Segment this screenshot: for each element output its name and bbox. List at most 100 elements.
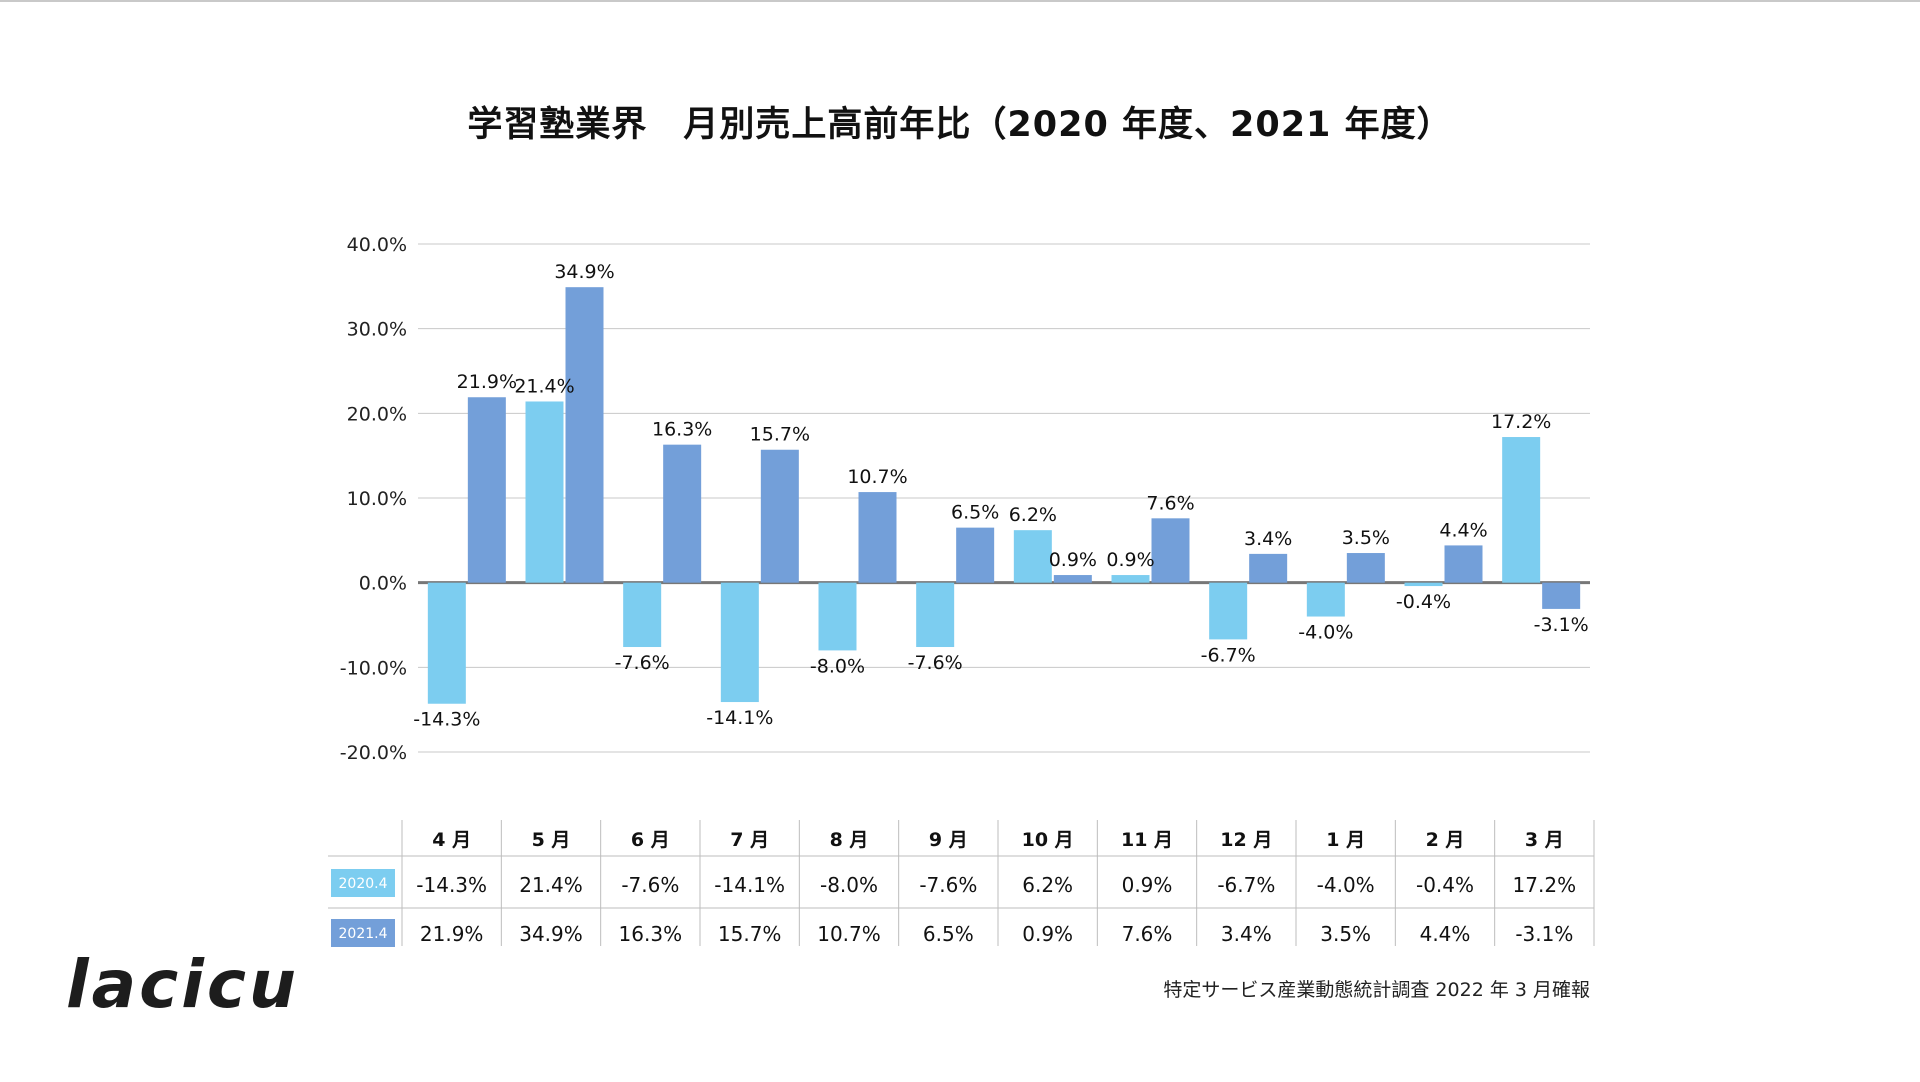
bar-2021-label: 10.7% [847, 466, 907, 488]
table-cell-2021: -3.1% [1515, 922, 1573, 946]
table-cell-2021: 15.7% [718, 922, 782, 946]
bar-2020-label: -7.6% [615, 652, 670, 674]
bar-2021 [1151, 518, 1190, 583]
bar-2021-label: 21.9% [457, 371, 517, 393]
legend-swatch [331, 919, 395, 947]
bar-2020 [720, 582, 759, 703]
table-header-month: 12 月 [1220, 829, 1272, 851]
table-cell-2021: 21.9% [420, 922, 484, 946]
bar-2021-label: 0.9% [1049, 549, 1097, 571]
table-cell-2020: -14.3% [416, 873, 487, 897]
table-cell-2020: -8.0% [820, 873, 878, 897]
bar-2021 [663, 444, 702, 583]
data-table: 4 月 -14.3% 21.9% 5 月 21.4% 34.9% 6 月 -7.6% 16.3%… [328, 820, 1595, 947]
y-tick-label: 10.0% [347, 488, 407, 510]
table-header-month: 10 月 [1022, 829, 1074, 851]
bar-2020-label: -7.6% [908, 652, 963, 674]
bar-2021 [1346, 553, 1385, 583]
legend-swatch [331, 869, 395, 897]
table-cell-2020: 17.2% [1513, 873, 1577, 897]
table-cell-2021: 3.5% [1320, 922, 1371, 946]
bar-2020-label: -4.0% [1298, 622, 1353, 644]
bars [427, 287, 1581, 704]
legend-label: 2021.4 [339, 926, 388, 942]
y-axis: 40.0% 30.0% 20.0% 10.0% 0.0% -10.0% -20.0% [340, 234, 407, 764]
y-tick-label: 40.0% [347, 234, 407, 256]
bar-2020-label: -8.0% [810, 655, 865, 677]
bar-2020 [916, 582, 955, 648]
chart-title: 学習塾業界 月別売上高前年比（2020 年度、2021 年度） [467, 105, 1453, 145]
data-labels: -14.3% 21.9%21.4% 34.9% -7.6% 16.3% -14.1% 15.… [413, 261, 1589, 731]
bar-2020 [1013, 530, 1052, 583]
table-header-month: 7 月 [730, 829, 769, 851]
bar-2021 [760, 449, 799, 583]
y-tick-label: 30.0% [347, 319, 407, 341]
table-cell-2020: -14.1% [714, 873, 785, 897]
y-tick-label: -20.0% [340, 742, 407, 764]
bar-2020-label: 17.2% [1491, 411, 1551, 433]
table-cell-2021: 10.7% [817, 922, 881, 946]
bar-2020 [623, 582, 662, 648]
bar-2021-label: -3.1% [1534, 614, 1589, 636]
table-header-month: 8 月 [830, 829, 869, 851]
table-header-month: 9 月 [929, 829, 968, 851]
bar-2021-label: 4.4% [1439, 519, 1487, 541]
bar-2021 [858, 492, 897, 583]
bar-2020-label: -0.4% [1396, 591, 1451, 613]
bar-2021-label: 3.4% [1244, 528, 1292, 550]
grid-lines [418, 243, 1590, 753]
bar-2021 [956, 527, 995, 583]
table-cell-2021: 4.4% [1420, 922, 1471, 946]
table-cell-2021: 0.9% [1022, 922, 1073, 946]
table-header-month: 11 月 [1121, 829, 1173, 851]
bar-2020 [1209, 582, 1248, 640]
table-cell-2021: 6.5% [923, 922, 974, 946]
bar-2021 [1249, 553, 1288, 583]
bar-2021-label: 6.5% [951, 502, 999, 524]
table-cell-2021: 34.9% [519, 922, 583, 946]
bar-2020 [427, 582, 466, 704]
bar-2021 [467, 397, 506, 583]
table-header-month: 6 月 [631, 829, 670, 851]
source-note: 特定サービス産業動態統計調査 2022 年 3 月確報 [1163, 979, 1590, 1001]
bar-2021 [1542, 582, 1581, 609]
bar-2021-label: 15.7% [750, 424, 810, 446]
top-rule [0, 0, 1920, 2]
bar-2020-label: 0.9% [1106, 549, 1154, 571]
table-header-month: 2 月 [1426, 829, 1465, 851]
table-cell-2021: 7.6% [1122, 922, 1173, 946]
table-cell-2020: -0.4% [1416, 873, 1474, 897]
bar-2020-label: 6.2% [1009, 504, 1057, 526]
bar-2021 [565, 287, 604, 583]
y-tick-label: -10.0% [340, 657, 407, 679]
table-header-month: 1 月 [1326, 829, 1365, 851]
bar-2020 [525, 401, 564, 583]
bar-2021-label: 7.6% [1146, 492, 1194, 514]
table-cell-2021: 3.4% [1221, 922, 1272, 946]
bar-2021 [1444, 545, 1483, 583]
bar-2020 [1502, 437, 1541, 583]
bar-2020-label: -14.3% [413, 709, 480, 731]
table-cell-2020: -6.7% [1217, 873, 1275, 897]
y-tick-label: 20.0% [347, 403, 407, 425]
table-header-month: 4 月 [432, 829, 471, 851]
bar-2020 [1306, 582, 1345, 617]
bar-2021-label: 3.5% [1342, 527, 1390, 549]
lacicu-logo: lacicu [66, 946, 300, 1023]
table-cell-2020: 6.2% [1022, 873, 1073, 897]
table-cell-2020: -7.6% [919, 873, 977, 897]
bar-2021-label: 16.3% [652, 419, 712, 441]
bar-2020-label: 21.4% [514, 375, 574, 397]
bar-2021 [1053, 575, 1092, 583]
table-cell-2020: 21.4% [519, 873, 583, 897]
bar-2021-label: 34.9% [554, 261, 614, 283]
bar-2020-label: -14.1% [706, 707, 773, 729]
table-header-month: 3 月 [1525, 829, 1564, 851]
y-tick-label: 0.0% [359, 573, 407, 595]
bar-2020 [1404, 582, 1443, 587]
table-header-month: 5 月 [532, 829, 571, 851]
bar-2020 [818, 582, 857, 651]
bar-2020-label: -6.7% [1201, 644, 1256, 666]
table-cell-2020: 0.9% [1122, 873, 1173, 897]
